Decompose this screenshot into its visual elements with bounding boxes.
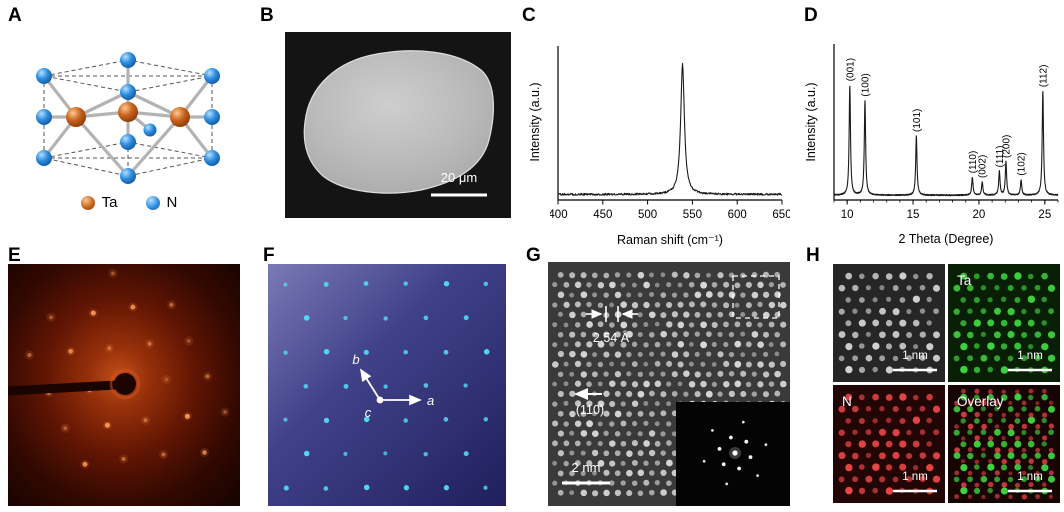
scale-bar-label: 1 nm <box>902 350 928 362</box>
svg-text:550: 550 <box>683 209 702 221</box>
crystal-structure-model <box>36 52 220 184</box>
legend-item-ta: Ta <box>80 194 118 211</box>
hrtem-image: 2.54 Å (110) 2 nm <box>548 262 790 506</box>
a-axis-label: a <box>427 393 434 408</box>
reciprocal-lattice-spots <box>283 281 490 491</box>
origin-dot <box>376 396 384 404</box>
beam-halo <box>109 368 141 400</box>
svg-text:(102): (102) <box>1017 152 1028 175</box>
scale-bar-label: 1 nm <box>1017 471 1043 483</box>
ta-atom-icon <box>80 195 95 210</box>
xrd-x-axis-label: 2 Theta (Degree) <box>898 232 994 246</box>
ta-atom-dots <box>953 272 1056 374</box>
svg-text:(200): (200) <box>1001 135 1012 158</box>
lattice-spacing-label: 2.54 Å <box>593 330 630 345</box>
raman-y-axis-label: Intensity (a.u.) <box>528 82 542 162</box>
svg-text:(111): (111) <box>995 146 1006 168</box>
panel-e-label: E <box>8 245 21 266</box>
legend-item-n: N <box>145 194 178 211</box>
panel-a-label: A <box>8 5 22 26</box>
c-axis-label: c <box>365 405 372 420</box>
panel-c-label: C <box>522 5 536 26</box>
simulated-diffraction-pattern: b a c <box>268 264 506 506</box>
svg-text:(112): (112) <box>1038 65 1049 88</box>
svg-text:15: 15 <box>907 209 920 221</box>
svg-text:(001): (001) <box>845 58 856 81</box>
svg-text:450: 450 <box>593 209 612 221</box>
raman-x-axis-label: Raman shift (cm⁻¹) <box>617 233 723 247</box>
panel-d-label: D <box>804 5 818 26</box>
ta-map-tile: Ta 1 nm <box>948 264 1060 382</box>
beam-stop <box>114 373 136 395</box>
n-map-tile: N 1 nm <box>833 385 945 503</box>
electron-diffraction-photo <box>8 264 240 506</box>
tile-label: N <box>842 394 852 409</box>
stem-image-tile: 1 nm <box>833 264 945 382</box>
scale-bar-label: 1 nm <box>902 471 928 483</box>
svg-text:600: 600 <box>728 209 747 221</box>
sem-image: 20 μm <box>285 32 511 218</box>
scale-bar-label: 2 nm <box>572 460 601 475</box>
svg-text:25: 25 <box>1038 209 1051 221</box>
svg-text:(002): (002) <box>978 155 989 178</box>
raman-spectrum-chart: 400 450 500 550 600 650 <box>550 46 790 221</box>
xrd-y-axis-label: Intensity (a.u.) <box>804 82 818 162</box>
panel-g-label: G <box>526 245 541 266</box>
n-atom-icon <box>145 195 160 210</box>
fft-spots <box>702 420 768 486</box>
svg-text:650: 650 <box>772 209 790 221</box>
ta-atoms <box>66 102 190 127</box>
panel-f-label: F <box>263 245 275 266</box>
overlay-map-tile: Overlay 1 nm <box>948 385 1060 503</box>
scale-bar-label: 20 μm <box>441 170 477 185</box>
overlay-atom-dots <box>953 388 1056 500</box>
svg-text:(101): (101) <box>912 109 923 132</box>
svg-text:10: 10 <box>841 209 854 221</box>
diffraction-spots <box>24 268 230 469</box>
b-axis-arrow <box>360 368 381 401</box>
svg-text:400: 400 <box>550 209 568 221</box>
direction-label: (110) <box>576 403 604 417</box>
scale-bar-label: 1 nm <box>1017 350 1043 362</box>
atomic-lattice-dots <box>552 271 787 497</box>
legend-ta-label: Ta <box>101 194 118 211</box>
lattice-spacing-marker <box>586 306 638 322</box>
panel-h-label: H <box>806 245 820 266</box>
svg-text:20: 20 <box>973 209 986 221</box>
flake <box>303 50 495 194</box>
panel-b-label: B <box>260 5 274 26</box>
roi-dashed-box <box>732 275 780 319</box>
tile-label: Ta <box>957 273 972 288</box>
svg-text:(110): (110) <box>968 151 979 174</box>
panel-a-legend: Ta N <box>10 194 248 211</box>
svg-text:500: 500 <box>638 209 657 221</box>
xrd-pattern-chart: 10 15 20 25 (001) (100) (101) (110)(002) (111)(2… <box>833 44 1059 221</box>
legend-n-label: N <box>166 194 178 211</box>
tile-label: Overlay <box>957 394 1004 409</box>
svg-text:(100): (100) <box>860 73 871 96</box>
beam-stop-rod <box>8 380 121 396</box>
n-atoms <box>36 52 220 184</box>
b-axis-label: b <box>352 352 359 367</box>
